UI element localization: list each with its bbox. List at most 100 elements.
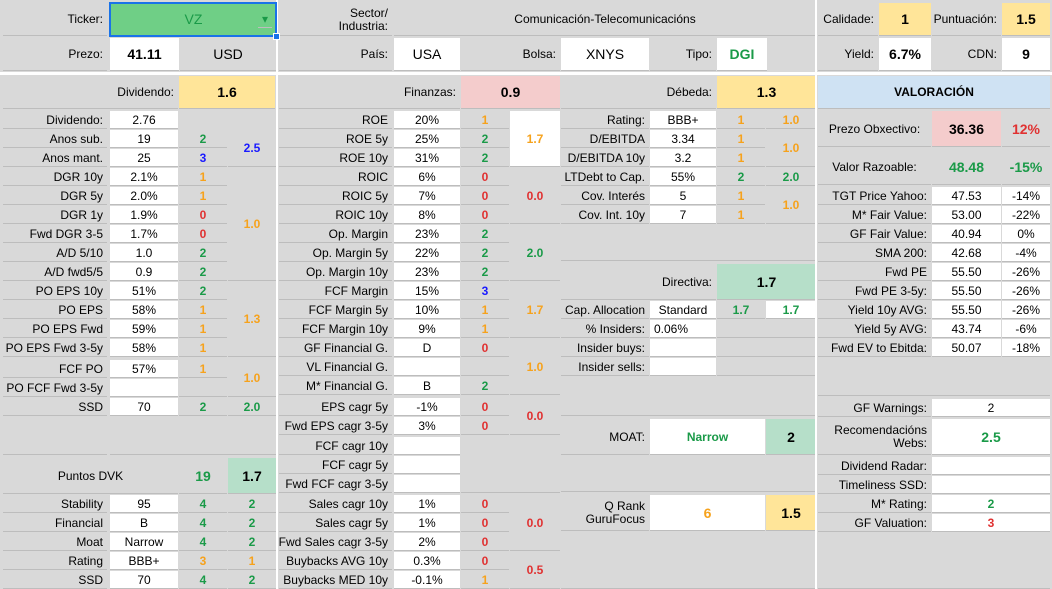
sheet-cell: 59% <box>110 320 178 338</box>
empty-cell <box>561 380 816 416</box>
sheet-cell: USA <box>394 38 460 71</box>
empty-cell <box>650 339 716 357</box>
sheet-cell: Finanzas: <box>279 76 460 109</box>
sheet-cell: 4 <box>179 571 227 589</box>
sheet-cell: DGR 10y <box>3 168 107 186</box>
sheet-cell: 1.5 <box>1002 3 1050 36</box>
sheet-cell: 2 <box>932 399 1050 417</box>
sheet-cell: M* Rating: <box>818 495 931 513</box>
sheet-cell: ROE 5y <box>279 130 392 148</box>
sheet-cell: 1.0 <box>228 360 276 397</box>
sheet-cell: 1.0 <box>766 130 816 167</box>
sheet-cell: 53.00 <box>932 206 1001 224</box>
sheet-cell: Ticker: <box>3 3 107 36</box>
sheet-cell: 2 <box>179 263 227 281</box>
sheet-cell: 0 <box>461 552 509 570</box>
sheet-cell: 19 <box>179 458 227 494</box>
sheet-cell: XNYS <box>561 38 649 71</box>
sheet-cell: Anos mant. <box>3 149 107 167</box>
sheet-cell: -1% <box>394 398 460 416</box>
sheet-cell: 2 <box>228 495 276 513</box>
sheet-cell: ROE 10y <box>279 149 392 167</box>
sheet-cell: 42.68 <box>932 244 1001 262</box>
sheet-cell: 70 <box>110 571 178 589</box>
sheet-cell: 2 <box>461 244 509 262</box>
sheet-cell: DGR 1y <box>3 206 107 224</box>
dropdown-chevron-icon[interactable]: ▾ <box>258 10 272 28</box>
sheet-cell: 9% <box>394 320 460 338</box>
sheet-cell: -18% <box>1002 339 1050 357</box>
sheet-cell: 12% <box>1002 111 1050 147</box>
sheet-cell: 2 <box>932 495 1050 513</box>
empty-cell <box>561 534 816 589</box>
sheet-cell: 0 <box>461 514 509 532</box>
sheet-cell: 19 <box>110 130 178 148</box>
sheet-cell: Anos sub. <box>3 130 107 148</box>
sheet-cell: 58% <box>110 339 178 357</box>
sheet-cell: 0.0 <box>510 168 560 224</box>
sheet-cell: Insider sells: <box>561 358 649 376</box>
sheet-cell: 2.0 <box>766 168 816 186</box>
sheet-cell: 6% <box>394 168 460 186</box>
selection-fill-handle[interactable] <box>273 33 280 40</box>
sheet-cell: 1.7 <box>717 301 765 319</box>
sheet-cell: LTDebt to Cap. <box>561 168 649 186</box>
sheet-cell: 2.0 <box>510 225 560 281</box>
sheet-cell: 2.0 <box>228 398 276 416</box>
sheet-cell: 2% <box>394 533 460 551</box>
sheet-cell: GF Valuation: <box>818 514 931 532</box>
row-separator <box>0 72 1052 75</box>
sheet-cell: 55% <box>650 168 716 186</box>
sheet-cell: Tipo: <box>650 38 716 71</box>
sheet-cell: 1 <box>228 552 276 570</box>
sheet-cell: 1 <box>461 111 509 129</box>
sheet-cell: 2 <box>461 263 509 281</box>
sheet-cell: Narrow <box>110 533 178 551</box>
sheet-cell: -26% <box>1002 282 1050 300</box>
sheet-cell: 2 <box>179 130 227 148</box>
sheet-cell: 2 <box>179 282 227 300</box>
sheet-cell: 0.9 <box>110 263 178 281</box>
sheet-cell[interactable]: VZ <box>110 3 277 36</box>
sheet-cell: -26% <box>1002 263 1050 281</box>
sheet-cell: 2 <box>228 533 276 551</box>
sheet-cell: Yield 10y AVG: <box>818 301 931 319</box>
sheet-cell: Prezo: <box>3 38 107 71</box>
sheet-cell: 40.94 <box>932 225 1001 243</box>
sheet-cell: A/D fwd5/5 <box>3 263 107 281</box>
sheet-cell: 55.50 <box>932 301 1001 319</box>
sheet-cell: Débeda: <box>561 76 716 109</box>
sheet-cell: Calidade: <box>818 3 878 36</box>
sheet-cell: 1 <box>717 130 765 148</box>
sheet-cell: 3.2 <box>650 149 716 167</box>
sheet-cell: 2 <box>228 571 276 589</box>
sheet-cell: 1.7% <box>110 225 178 243</box>
sheet-cell: VALORACIÓN <box>818 76 1050 109</box>
sheet-cell: 3 <box>461 282 509 300</box>
sheet-cell: 2 <box>179 244 227 262</box>
empty-cell <box>394 437 460 455</box>
empty-cell <box>717 339 816 357</box>
sheet-cell: TGT Price Yahoo: <box>818 187 931 205</box>
sheet-cell: 1 <box>717 149 765 167</box>
sheet-cell: 95 <box>110 495 178 513</box>
sheet-cell: GF Warnings: <box>818 399 931 417</box>
sheet-cell: 48.48 <box>932 149 1001 185</box>
sheet-cell: -6% <box>1002 320 1050 338</box>
sheet-cell: 1.9% <box>110 206 178 224</box>
sheet-cell: -15% <box>1002 149 1050 185</box>
sheet-cell: 0.06% <box>650 320 716 338</box>
sheet-cell: CDN: <box>932 38 1001 71</box>
sheet-cell: 6.7% <box>879 38 931 71</box>
sheet-cell: 1.0 <box>510 339 560 395</box>
sheet-cell: DGI <box>717 38 767 71</box>
sheet-cell: Q Rank GuruFocus <box>561 495 649 531</box>
sheet-cell: Fwd EPS cagr 3-5y <box>279 417 392 435</box>
sheet-cell: 6 <box>650 495 765 531</box>
sheet-cell: -22% <box>1002 206 1050 224</box>
sheet-cell: 25% <box>394 130 460 148</box>
sheet-cell: Op. Margin 10y <box>279 263 392 281</box>
sheet-cell: 1% <box>394 514 460 532</box>
sheet-cell: BBB+ <box>650 111 716 129</box>
